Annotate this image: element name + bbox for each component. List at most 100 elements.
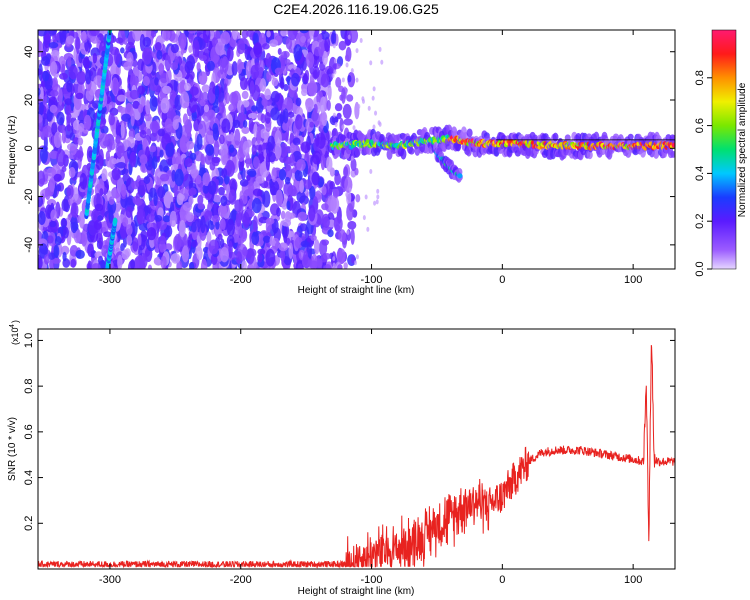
noise-speckle <box>90 36 99 44</box>
noise-speckle <box>274 67 284 75</box>
noise-speckle <box>333 188 340 198</box>
noise-speckle <box>200 153 205 166</box>
noise-speckle <box>52 32 57 43</box>
noise-speckle <box>357 104 361 110</box>
noise-speckle <box>174 168 184 187</box>
noise-speckle <box>342 103 352 119</box>
noise-speckle <box>309 121 315 128</box>
noise-speckle <box>245 152 251 169</box>
noise-speckle <box>238 198 244 216</box>
noise-speckle <box>235 211 242 227</box>
noise-speckle <box>212 215 221 223</box>
noise-speckle <box>182 113 189 126</box>
noise-speckle <box>355 77 359 83</box>
noise-speckle <box>225 134 234 142</box>
noise-speckle <box>359 38 363 44</box>
noise-speckle <box>121 113 132 122</box>
noise-speckle <box>372 86 376 92</box>
noise-speckle <box>204 210 213 221</box>
noise-speckle <box>241 260 247 269</box>
noise-speckle <box>286 200 291 211</box>
x-tick-label: 100 <box>624 274 642 286</box>
noise-speckle <box>321 203 329 211</box>
noise-speckle <box>38 113 43 124</box>
trace-halo <box>552 132 559 142</box>
noise-speckle <box>189 152 197 161</box>
noise-speckle <box>191 240 198 248</box>
noise-speckle <box>68 166 76 178</box>
noise-speckle <box>60 217 68 229</box>
noise-speckle <box>293 44 303 62</box>
x-tick-label: -300 <box>99 274 121 286</box>
noise-speckle <box>346 203 354 221</box>
noise-speckle <box>236 58 243 74</box>
noise-speckle <box>85 69 92 85</box>
noise-speckle <box>47 252 56 260</box>
noise-speckle <box>369 168 373 174</box>
noise-speckle <box>218 101 225 114</box>
noise-speckle <box>265 217 275 225</box>
noise-speckle <box>318 239 328 257</box>
noise-speckle <box>341 124 345 130</box>
noise-speckle <box>38 211 46 226</box>
noise-speckle <box>79 172 88 190</box>
noise-speckle <box>297 211 308 222</box>
noise-speckle <box>284 176 291 185</box>
noise-speckle <box>203 104 210 113</box>
noise-speckle <box>287 64 297 71</box>
noise-speckle <box>161 110 168 123</box>
noise-speckle <box>129 151 137 168</box>
noise-speckle <box>270 90 281 103</box>
noise-speckle <box>299 30 309 34</box>
noise-speckle <box>242 140 250 156</box>
spectrogram-y-label: Frequency (Hz) <box>7 116 18 185</box>
noise-speckle <box>183 233 188 246</box>
noise-speckle <box>50 61 58 77</box>
noise-speckle <box>154 41 162 52</box>
noise-speckle <box>239 179 249 187</box>
trace-halo <box>653 148 660 159</box>
noise-speckle <box>344 54 350 62</box>
noise-speckle <box>246 54 252 61</box>
noise-speckle <box>241 30 249 39</box>
noise-speckle <box>248 117 254 133</box>
noise-speckle <box>243 120 248 128</box>
trace-halo <box>586 150 593 160</box>
noise-speckle <box>326 99 331 111</box>
spectrogram-x-ticks: -300 -200 -100 0 100 <box>99 30 642 286</box>
spectrogram-y-ticks: -40 -20 0 20 40 <box>23 46 675 253</box>
noise-speckle <box>215 41 225 56</box>
noise-speckle <box>338 40 347 51</box>
noise-speckle <box>266 71 272 80</box>
noise-speckle <box>67 56 72 67</box>
noise-speckle <box>114 201 121 213</box>
noise-speckle <box>157 186 166 199</box>
noise-speckle <box>76 71 86 85</box>
noise-speckle <box>162 215 171 223</box>
noise-speckle <box>257 253 263 263</box>
noise-speckle <box>361 96 365 102</box>
colorbar-gradient <box>711 29 737 270</box>
noise-speckle <box>199 99 206 107</box>
noise-speckle <box>202 30 211 44</box>
noise-speckle <box>247 182 255 199</box>
noise-speckle <box>184 82 191 92</box>
noise-speckle <box>317 33 323 41</box>
noise-speckle <box>232 119 241 129</box>
noise-speckle <box>157 128 166 137</box>
noise-speckle <box>69 145 77 156</box>
noise-speckle <box>61 129 67 144</box>
noise-speckle <box>111 167 121 181</box>
noise-speckle <box>142 47 152 65</box>
noise-speckle <box>132 237 139 252</box>
noise-speckle <box>262 190 271 208</box>
noise-speckle <box>178 219 186 238</box>
noise-speckle <box>330 195 340 214</box>
noise-speckle <box>202 172 211 187</box>
noise-speckle <box>305 52 315 69</box>
noise-speckle <box>70 202 79 218</box>
y-tick-label: 40 <box>23 46 35 58</box>
noise-speckle <box>350 228 355 245</box>
noise-speckle <box>314 239 320 255</box>
